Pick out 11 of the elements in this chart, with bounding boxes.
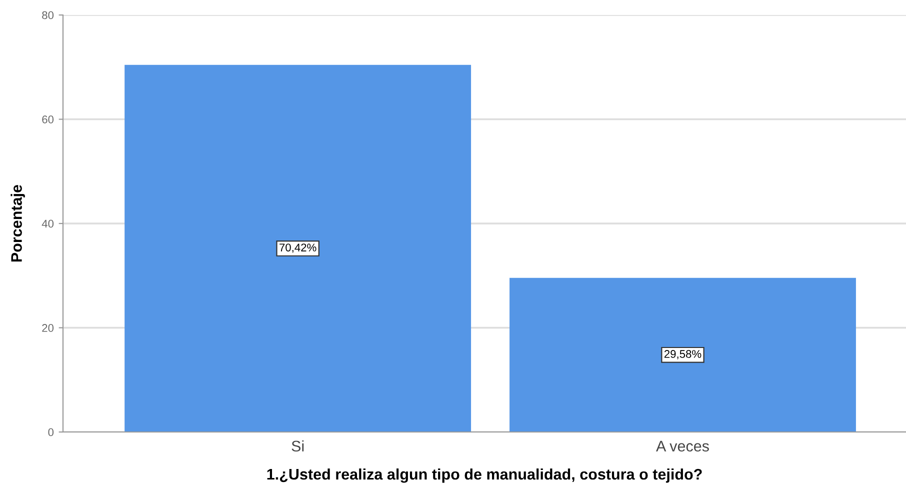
y-tick-label: 60 [42, 116, 54, 124]
x-tick-label: Si [292, 440, 304, 452]
y-tick-label: 20 [42, 324, 54, 332]
data-label: 70,42% [280, 244, 316, 253]
data-label: 29,58% [664, 350, 702, 360]
y-tick-label: 40 [42, 220, 54, 228]
y-axis-title: Porcentaje [10, 184, 25, 262]
y-tick-label: 80 [42, 11, 54, 20]
y-tick-label: 0 [48, 428, 54, 436]
x-tick-label: A veces [656, 440, 709, 452]
x-axis-title: 1.¿Usted realiza algun tipo de manualidad, costura o tejido? [267, 468, 702, 483]
